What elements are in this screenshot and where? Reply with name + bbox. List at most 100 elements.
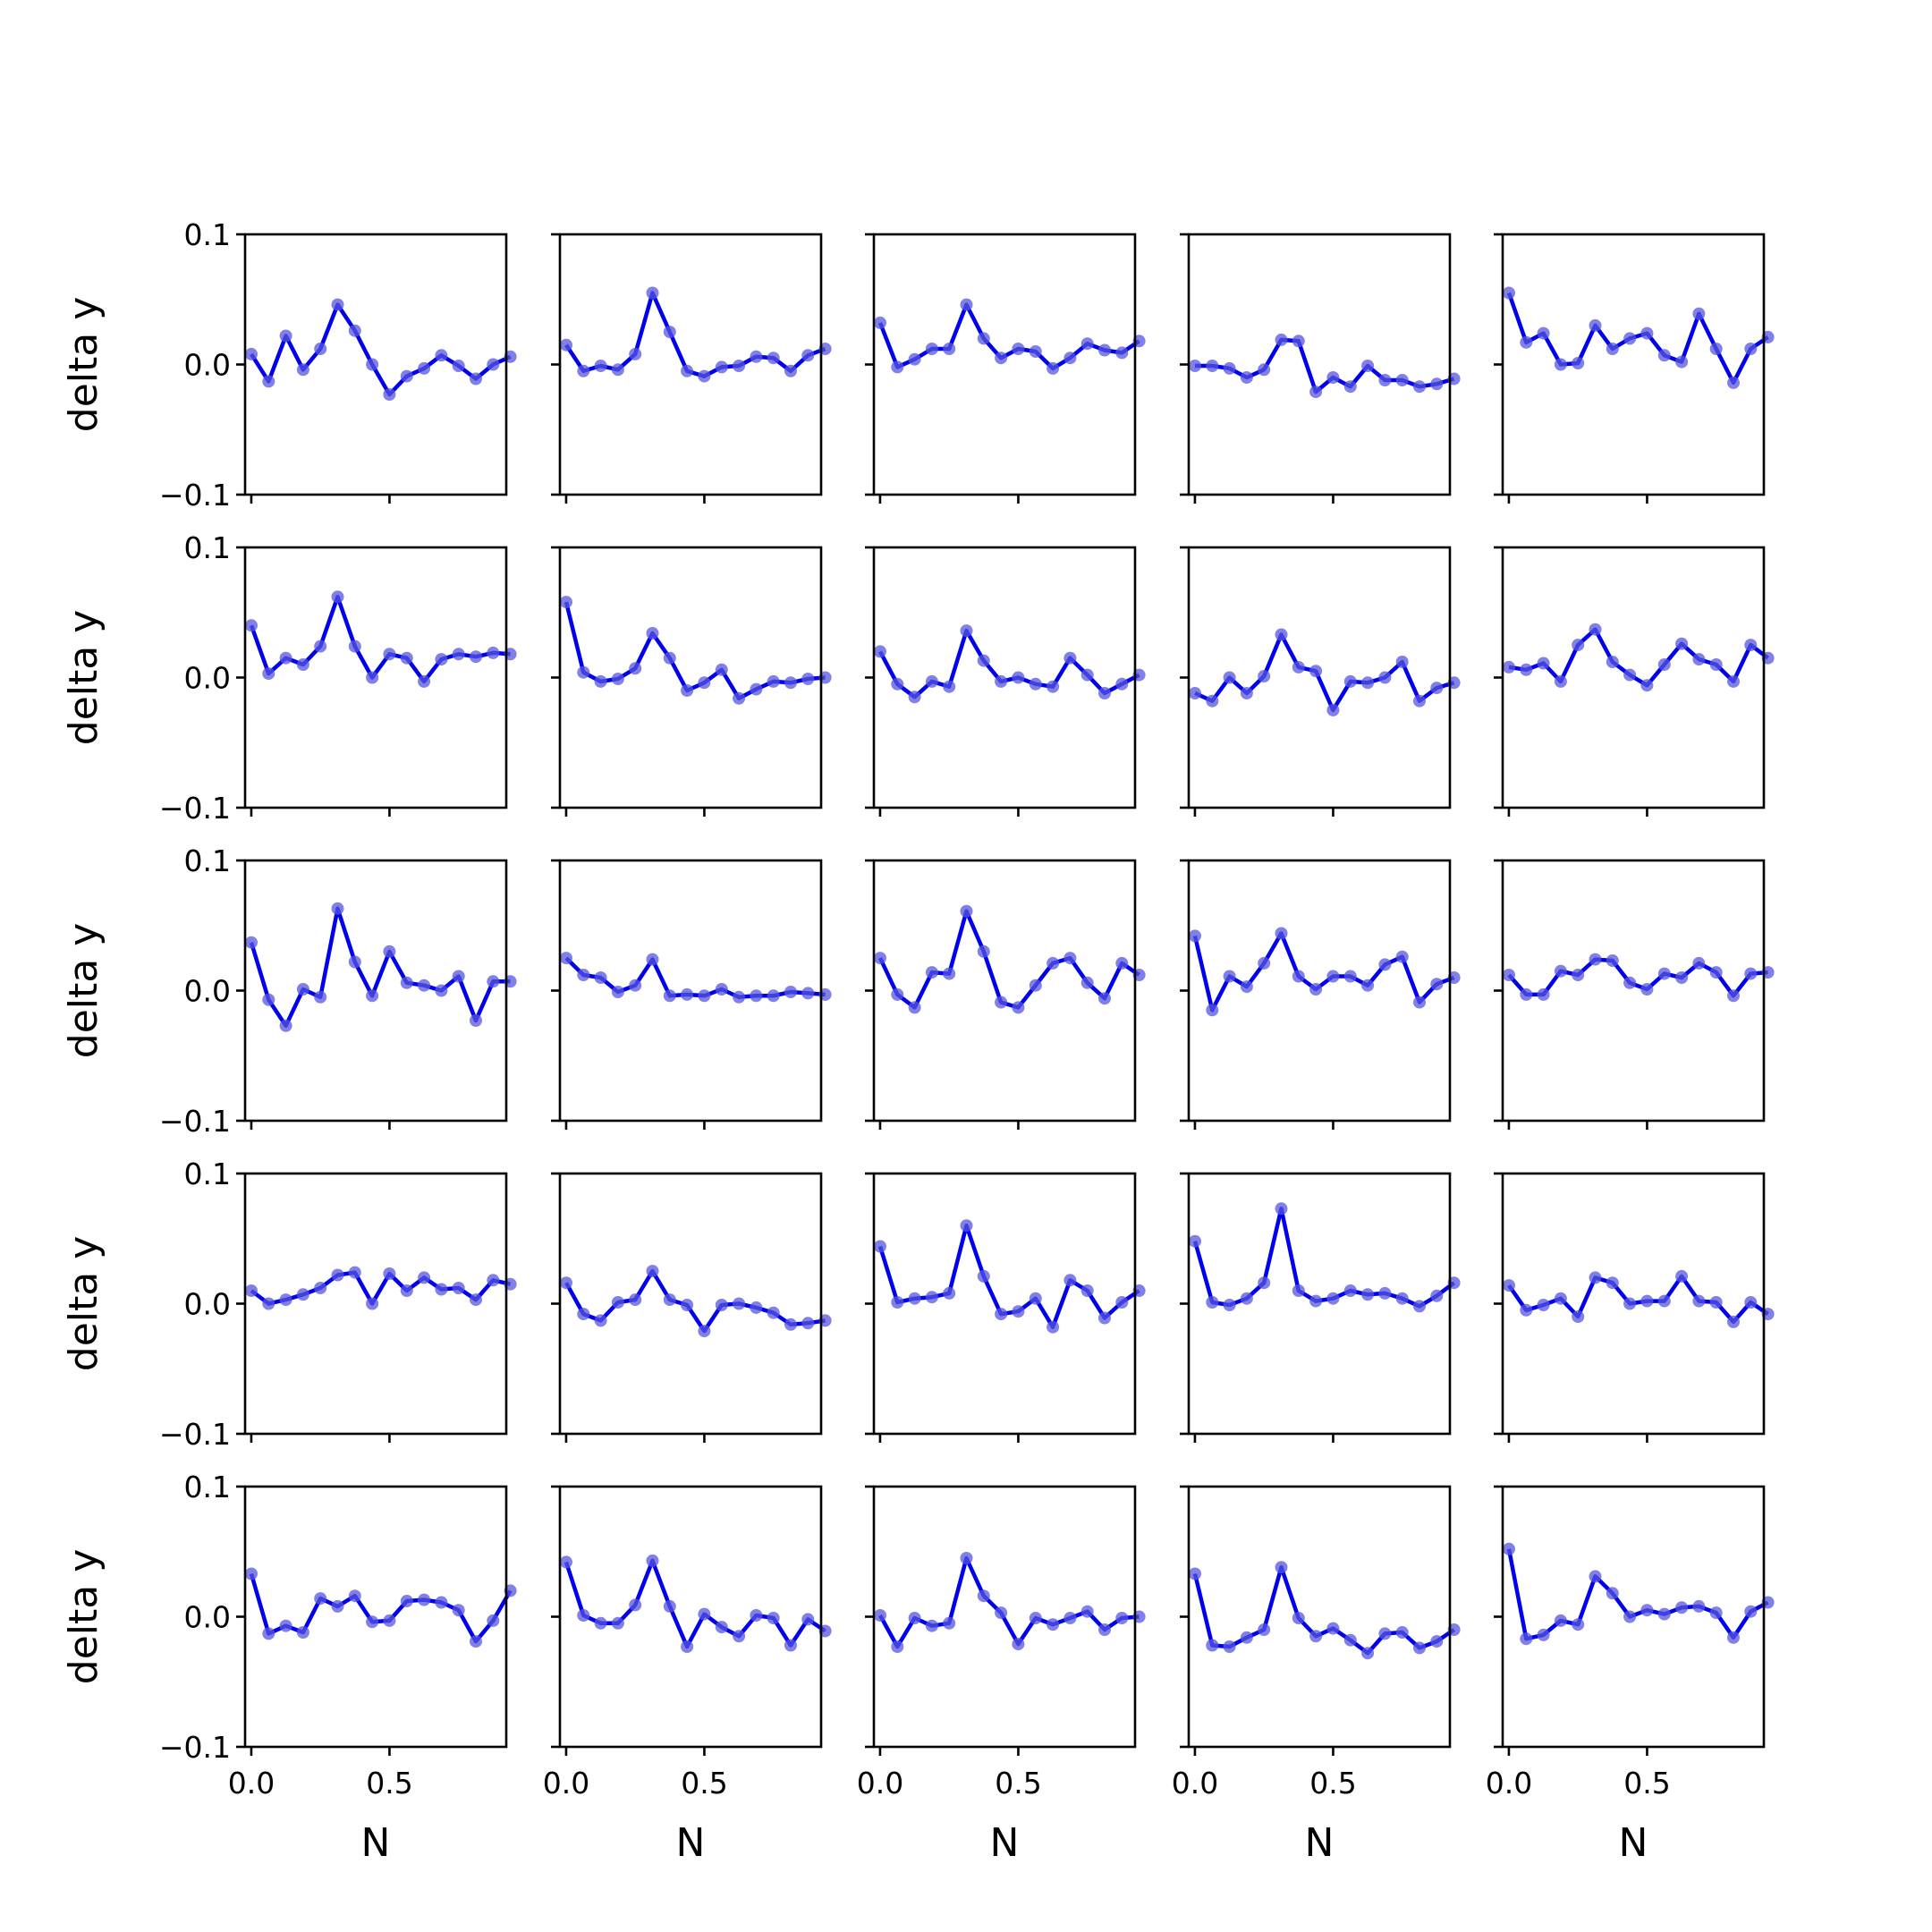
panel-r2-c4 — [1180, 546, 1461, 817]
data-point — [1258, 1623, 1271, 1636]
data-point — [577, 1609, 590, 1622]
x-axis-label: N — [1305, 1820, 1335, 1866]
series-line — [249, 906, 511, 1029]
data-point — [245, 1567, 258, 1580]
data-point — [348, 1266, 361, 1279]
data-point — [331, 1268, 344, 1282]
data-point — [750, 682, 763, 696]
data-point — [663, 989, 676, 1003]
data-point — [418, 1593, 431, 1606]
y-tick-label: 0.0 — [184, 974, 231, 1009]
data-point — [733, 990, 746, 1004]
data-point — [279, 651, 292, 665]
series-line — [1506, 292, 1769, 386]
data-point — [366, 1615, 379, 1629]
data-point — [577, 364, 590, 377]
data-point — [594, 971, 607, 984]
data-point — [925, 1291, 938, 1304]
panel-r5-c2: 0.0 0.5 N — [543, 1485, 832, 1866]
panel-r3-c4 — [1180, 859, 1461, 1130]
data-point — [801, 349, 815, 362]
data-point — [767, 352, 780, 365]
panel-r4-c1: −0.1 0.0 0.1 delta y — [61, 1157, 517, 1452]
series-line — [249, 1572, 513, 1644]
data-point — [1744, 639, 1758, 652]
data-point — [891, 1296, 904, 1309]
data-point — [470, 1293, 482, 1307]
data-point — [767, 1306, 780, 1319]
data-point — [331, 298, 344, 311]
data-point — [1223, 671, 1236, 684]
panel-r2-c2 — [551, 546, 832, 817]
data-point — [296, 363, 309, 377]
series-line — [877, 1223, 1140, 1329]
data-point — [383, 1267, 396, 1280]
data-point — [1115, 956, 1129, 970]
panel-r5-c5: 0.0 0.5 N — [1486, 1485, 1775, 1866]
data-point — [1413, 996, 1426, 1009]
panel-r1-c2 — [551, 233, 832, 504]
data-point — [1537, 1299, 1550, 1311]
series-line — [564, 1268, 826, 1334]
data-point — [1080, 1284, 1094, 1297]
data-point — [995, 996, 1008, 1009]
x-tick-label: 0.5 — [681, 1766, 727, 1801]
data-point — [1395, 1292, 1409, 1305]
data-point — [262, 1627, 275, 1640]
y-tick-label: 0.1 — [184, 530, 231, 565]
data-point — [1675, 971, 1689, 984]
data-point — [383, 388, 396, 401]
data-point — [698, 1325, 711, 1338]
data-point — [801, 1317, 815, 1330]
data-point — [1063, 352, 1077, 365]
data-point — [733, 360, 746, 372]
data-point — [1709, 1606, 1723, 1620]
data-point — [487, 358, 500, 371]
data-point — [594, 674, 607, 688]
data-point — [1292, 335, 1305, 348]
data-point — [262, 667, 275, 681]
panel-r1-c5 — [1494, 233, 1775, 504]
data-point — [452, 648, 465, 661]
data-point — [1537, 326, 1550, 340]
data-point — [1326, 970, 1340, 983]
data-point — [1361, 979, 1375, 992]
data-point — [1206, 694, 1219, 708]
series-line — [1192, 1564, 1455, 1656]
data-point — [1572, 969, 1585, 981]
data-point — [245, 1284, 258, 1297]
data-point — [1589, 953, 1602, 966]
data-point — [1292, 1612, 1305, 1624]
series-line — [877, 909, 1140, 1010]
x-axis-label: N — [990, 1820, 1020, 1866]
data-point — [1709, 658, 1723, 671]
data-point — [1029, 345, 1042, 358]
data-point — [908, 1612, 921, 1624]
data-point — [1223, 970, 1236, 983]
data-point — [681, 987, 694, 1001]
data-point — [1589, 1570, 1602, 1583]
data-point — [1046, 1320, 1060, 1334]
data-point — [577, 665, 590, 679]
data-point — [314, 640, 327, 653]
x-tick-label: 0.0 — [228, 1766, 275, 1801]
data-point — [1430, 682, 1444, 695]
panel-r2-c5 — [1494, 546, 1775, 817]
data-point — [1572, 357, 1585, 369]
data-point — [1727, 1315, 1740, 1328]
data-point — [733, 1297, 746, 1310]
data-point — [594, 360, 607, 372]
data-point — [1430, 978, 1444, 991]
data-point — [487, 975, 500, 988]
data-point — [1275, 628, 1288, 641]
data-point — [698, 676, 711, 690]
data-point — [1378, 671, 1392, 684]
data-point — [1657, 1607, 1671, 1621]
data-point — [1657, 1294, 1671, 1308]
data-point — [681, 1640, 694, 1653]
data-point — [1572, 1618, 1585, 1631]
data-point — [1115, 677, 1129, 691]
data-point — [1378, 1286, 1392, 1300]
data-point — [560, 1555, 572, 1569]
x-axis-label: N — [361, 1820, 391, 1866]
